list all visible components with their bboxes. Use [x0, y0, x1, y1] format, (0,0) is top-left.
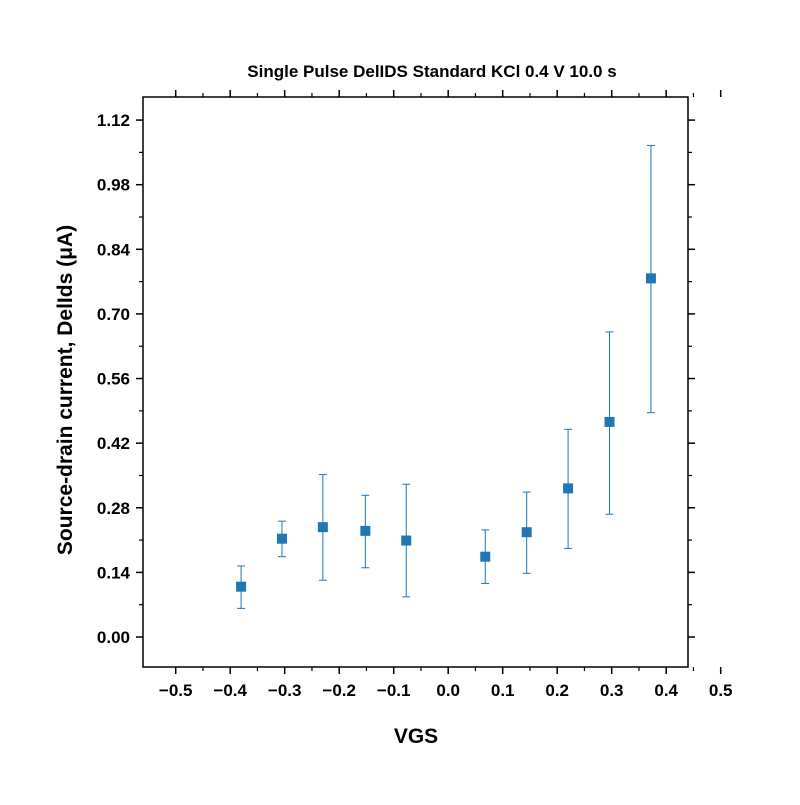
y-tick-label: 1.12 — [97, 111, 130, 130]
x-tick-label: 0.4 — [654, 681, 678, 700]
x-tick-label: −0.5 — [159, 681, 193, 700]
data-point — [317, 522, 328, 533]
x-tick-label: −0.1 — [377, 681, 411, 700]
data-point — [604, 416, 615, 427]
y-tick-label: 0.56 — [97, 370, 130, 389]
x-tick-label: −0.4 — [213, 681, 247, 700]
x-tick-label: 0.0 — [436, 681, 460, 700]
x-tick-label: 0.5 — [709, 681, 733, 700]
plot-area: 0.00 0.14 0.28 0.42 0.56 0.70 0.84 0.98 1.12 −0.5… — [97, 90, 733, 700]
x-tick-label: 0.2 — [545, 681, 569, 700]
plot-frame — [142, 96, 689, 668]
x-axis-title: VGS — [394, 725, 438, 748]
y-axis-title: Source-drain current, DelIds (μA) — [54, 225, 77, 555]
x-tick-label: −0.2 — [322, 681, 356, 700]
data-point — [401, 535, 412, 546]
y-tick-label: 0.70 — [97, 305, 130, 324]
y-tick-label: 0.00 — [97, 628, 130, 647]
data-point — [480, 551, 491, 562]
y-tick-label: 0.42 — [97, 434, 130, 453]
data-point — [645, 273, 656, 284]
data-point — [563, 483, 574, 494]
chart-title: Single Pulse DelIDS Standard KCl 0.4 V 1… — [247, 62, 616, 81]
y-tick-label: 0.28 — [97, 499, 130, 518]
x-tick-label: 0.1 — [491, 681, 515, 700]
y-tick-label: 0.98 — [97, 176, 130, 195]
data-point — [276, 533, 287, 544]
data-point — [360, 525, 371, 536]
x-tick-label: −0.3 — [268, 681, 302, 700]
data-point — [521, 527, 532, 538]
data-point — [236, 581, 247, 592]
x-tick-label: 0.3 — [600, 681, 624, 700]
y-tick-label: 0.14 — [97, 563, 131, 582]
y-tick-label: 0.84 — [97, 240, 131, 259]
